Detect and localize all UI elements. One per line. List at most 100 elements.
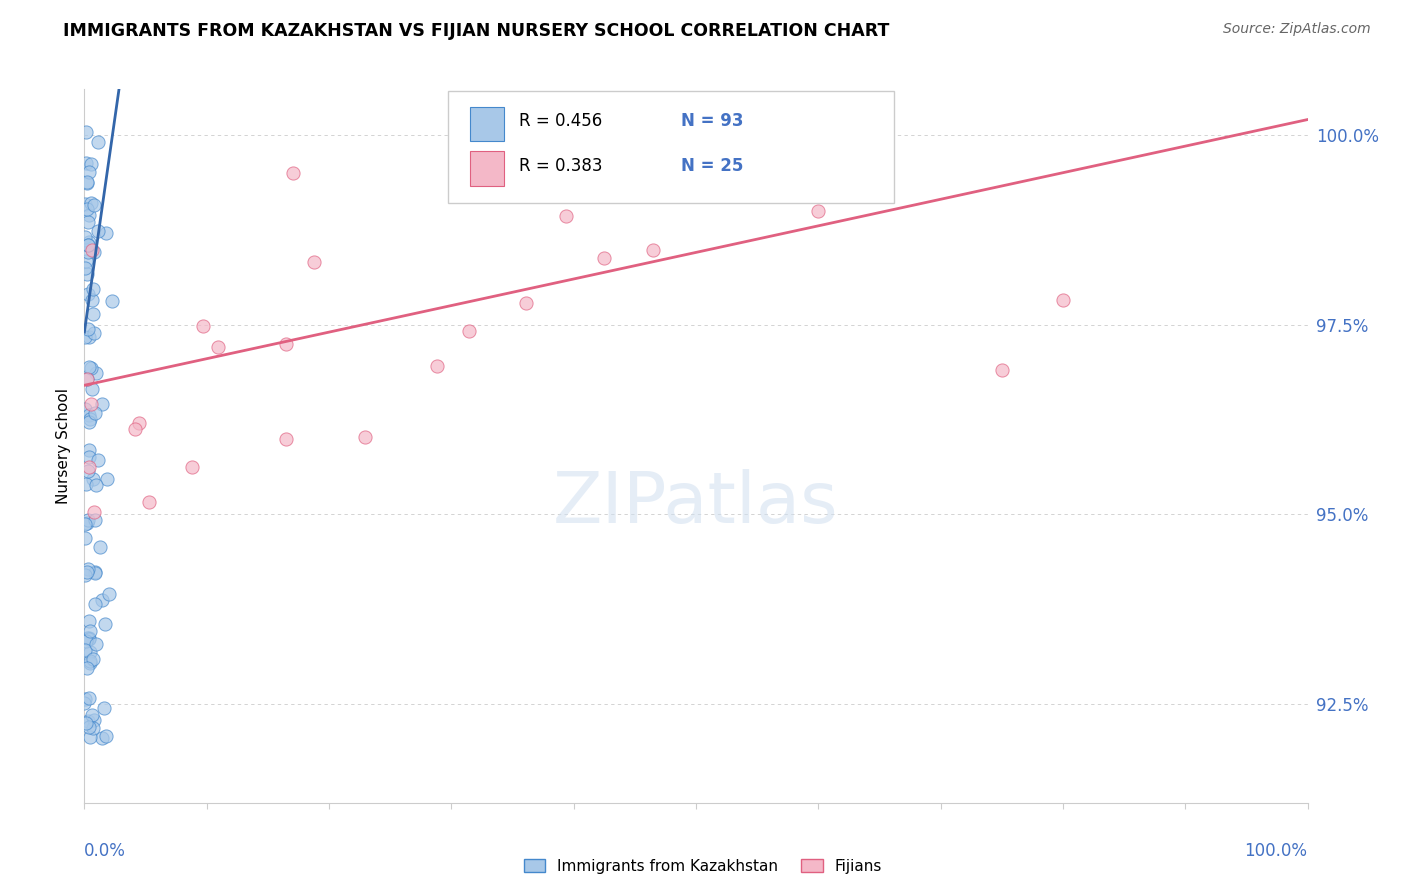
Point xyxy=(76,245,98,260)
Point xyxy=(76,516,98,530)
Point xyxy=(82,472,104,486)
Point xyxy=(77,720,100,734)
Point xyxy=(79,654,101,668)
Point xyxy=(555,209,578,223)
FancyBboxPatch shape xyxy=(447,91,894,203)
Point xyxy=(77,614,100,628)
Point xyxy=(77,513,100,527)
Text: N = 25: N = 25 xyxy=(682,157,744,175)
Point xyxy=(76,631,98,645)
Point xyxy=(77,415,100,429)
Point xyxy=(77,632,100,646)
Point xyxy=(84,565,107,579)
Point xyxy=(76,464,98,478)
Point xyxy=(79,235,101,250)
Point xyxy=(73,517,96,532)
Point xyxy=(90,397,112,411)
Point xyxy=(80,156,103,170)
Point xyxy=(80,243,103,257)
Point xyxy=(124,422,146,436)
Point xyxy=(76,565,98,579)
Text: 100.0%: 100.0% xyxy=(1244,842,1308,860)
Point xyxy=(83,245,105,260)
Point xyxy=(75,716,97,731)
Point xyxy=(73,696,96,710)
Point xyxy=(82,652,104,666)
Text: IMMIGRANTS FROM KAZAKHSTAN VS FIJIAN NURSERY SCHOOL CORRELATION CHART: IMMIGRANTS FROM KAZAKHSTAN VS FIJIAN NUR… xyxy=(63,22,890,40)
Point xyxy=(76,202,98,217)
Point xyxy=(76,661,98,675)
Point xyxy=(77,460,100,475)
Point xyxy=(83,198,105,212)
Point xyxy=(75,633,97,648)
Point xyxy=(73,402,96,417)
Point xyxy=(91,593,114,607)
FancyBboxPatch shape xyxy=(470,107,503,141)
Point xyxy=(77,321,100,335)
Point xyxy=(86,136,108,150)
Text: ZIPatlas: ZIPatlas xyxy=(553,468,839,538)
Point xyxy=(73,230,96,244)
Point xyxy=(593,251,616,265)
Point xyxy=(80,361,103,376)
Point xyxy=(76,714,98,729)
Point xyxy=(75,643,97,657)
Point xyxy=(84,636,107,650)
Text: N = 93: N = 93 xyxy=(682,112,744,130)
Point xyxy=(80,707,103,722)
Point xyxy=(73,196,96,211)
Point xyxy=(83,597,105,611)
Point xyxy=(91,731,114,745)
Point xyxy=(354,430,377,444)
Point xyxy=(101,293,124,308)
Point xyxy=(82,382,104,396)
Point xyxy=(83,713,105,727)
Point xyxy=(302,255,325,269)
Point xyxy=(77,360,100,375)
Point xyxy=(76,175,98,189)
Point xyxy=(79,330,101,344)
Point xyxy=(76,371,98,385)
Point xyxy=(93,701,115,715)
Point xyxy=(207,340,229,354)
Point xyxy=(79,657,101,671)
Point xyxy=(82,307,104,321)
Point xyxy=(96,226,118,240)
Point xyxy=(84,566,107,581)
Point xyxy=(138,494,160,508)
Point xyxy=(991,363,1014,377)
Point xyxy=(274,337,297,351)
Point xyxy=(87,453,110,467)
Point xyxy=(191,319,214,334)
Point xyxy=(77,287,100,301)
Point xyxy=(79,644,101,658)
Y-axis label: Nursery School: Nursery School xyxy=(56,388,72,504)
Point xyxy=(75,476,97,491)
Point xyxy=(82,293,104,307)
Point xyxy=(76,268,98,282)
Point xyxy=(515,295,537,310)
Point xyxy=(83,326,105,341)
Point xyxy=(89,540,111,554)
Point xyxy=(128,417,150,431)
Point xyxy=(79,624,101,638)
Point xyxy=(97,586,120,600)
Point xyxy=(641,243,664,257)
Point xyxy=(79,730,101,744)
Point xyxy=(77,691,100,706)
Point xyxy=(76,215,98,229)
Point xyxy=(76,372,98,386)
Point xyxy=(457,324,479,338)
Point xyxy=(84,478,107,492)
Text: 0.0%: 0.0% xyxy=(84,842,127,860)
Point xyxy=(807,204,830,219)
Point xyxy=(77,442,100,457)
Point xyxy=(96,473,118,487)
Text: R = 0.383: R = 0.383 xyxy=(519,157,602,175)
Text: Source: ZipAtlas.com: Source: ZipAtlas.com xyxy=(1223,22,1371,37)
Point xyxy=(84,366,107,380)
Point xyxy=(87,224,110,238)
Point xyxy=(77,238,100,252)
Point xyxy=(82,721,104,735)
Point xyxy=(75,156,97,170)
